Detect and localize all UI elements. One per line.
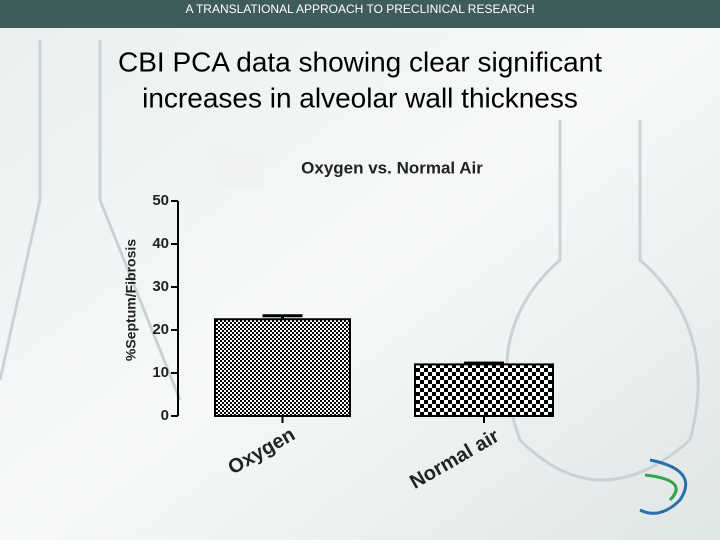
flask-decoration [0, 40, 700, 482]
bar [214, 318, 351, 417]
y-tick-label: 30 [152, 278, 169, 295]
y-tick-label: 50 [152, 192, 169, 209]
y-tick-label: 10 [152, 364, 169, 381]
slide-title: increases in alveolar wall thickness [142, 82, 578, 113]
error-bar [262, 314, 303, 320]
chart-title: Oxygen vs. Normal Air [301, 158, 483, 177]
error-bar [464, 361, 504, 365]
logo [639, 458, 688, 515]
header-bar [0, 0, 720, 28]
mask-box [215, 150, 263, 186]
bar [414, 363, 554, 417]
y-tick-label: 0 [161, 407, 169, 424]
header-title: A TRANSLATIONAL APPROACH TO PRECLINICAL … [186, 2, 535, 16]
y-axis-label: %Septum/Fibrosis [123, 239, 139, 361]
slide-title: CBI PCA data showing clear significant [118, 46, 602, 77]
y-tick-label: 20 [152, 321, 169, 338]
y-tick-label: 40 [152, 235, 169, 252]
